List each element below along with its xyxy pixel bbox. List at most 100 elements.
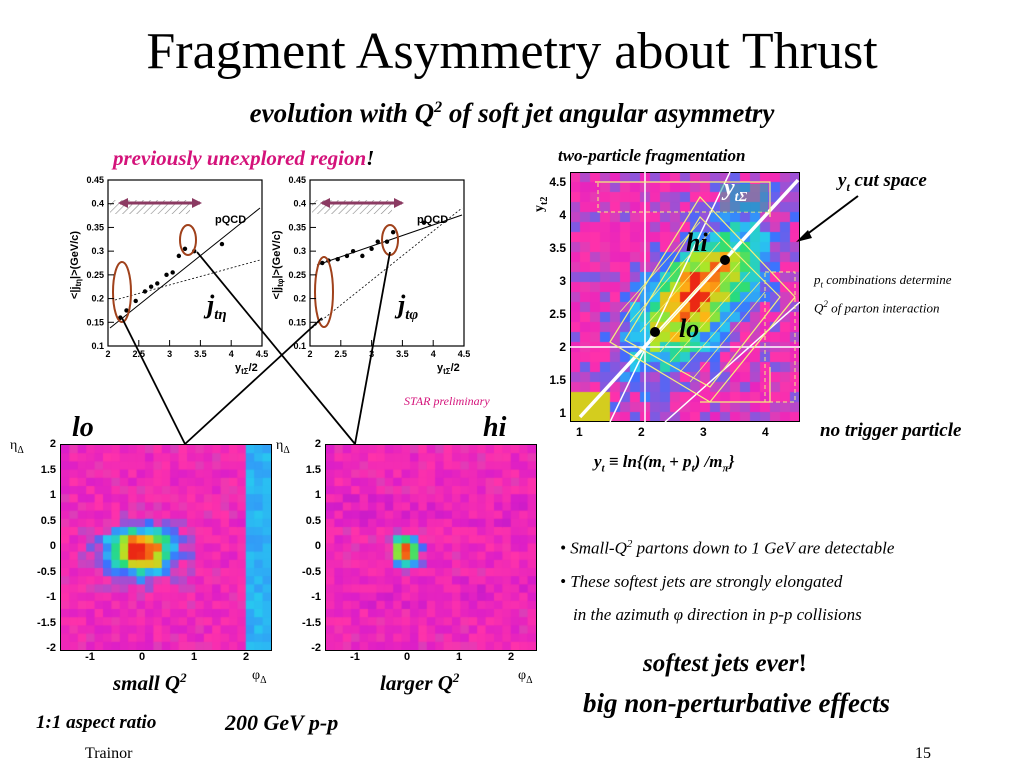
data-point <box>155 281 160 286</box>
y-tick-label: 0.45 <box>86 175 104 185</box>
x-tick-label: 3.5 <box>396 349 409 359</box>
frag-x-tick: 1 <box>576 425 583 439</box>
bullet-item: • These softest jets are strongly elonga… <box>560 571 843 591</box>
y-tick-label: 0.15 <box>288 317 306 327</box>
jt-phi-plot: pQCD 22.533.544.50.10.150.20.250.30.350.… <box>271 175 471 376</box>
y-tick-label: 0.3 <box>293 246 306 256</box>
energy-label: 200 GeV p-p <box>225 710 339 735</box>
larger-q2-label: larger Q2 <box>380 670 460 695</box>
heatmap-y-tick: -1.5 <box>302 616 321 629</box>
jt-phi-points <box>320 220 427 266</box>
heatmap-y-tick: 1 <box>314 489 321 501</box>
heatmap-larger-q2 <box>325 444 537 651</box>
heatmap-x-tick: 0 <box>403 651 411 663</box>
frag-y-tick: 4 <box>559 208 566 222</box>
data-point <box>133 298 138 304</box>
conclusion-line-1: softest jets ever! <box>643 650 807 677</box>
x-tick-label: 2 <box>105 349 110 359</box>
frag-y-tick: 1.5 <box>549 373 566 387</box>
heatmap-x-tick: 1 <box>455 651 463 663</box>
heatmap-x-tick: 1 <box>190 651 198 663</box>
data-point <box>219 241 225 247</box>
data-point <box>421 220 427 225</box>
data-point <box>148 284 154 289</box>
frag-x-tick: 4 <box>762 425 769 439</box>
data-point <box>344 253 350 259</box>
x-tick-label: 2 <box>307 349 312 359</box>
jt-eta-label: jtη <box>207 290 227 324</box>
frag-y-tick: 3 <box>559 274 566 288</box>
bullet-item: • Small-Q2 partons down to 1 GeV are det… <box>560 538 895 558</box>
frag-x-tick: 2 <box>638 425 645 439</box>
jt-eta-plot: pQCD 2 2.5 3 3.5 4 4.5 0.1 0.15 0.2 0.25 0.3 0.35 0.… <box>69 175 269 376</box>
small-q2-label: small Q2 <box>113 670 187 695</box>
y-tick-label: 0.1 <box>91 341 104 351</box>
cut-space-arrow <box>796 195 859 242</box>
y-tick-label: 0.25 <box>288 270 306 280</box>
slide-subtitle: evolution with Q2 of soft jet angular as… <box>249 98 775 128</box>
x-tick-label: 3.5 <box>194 349 207 359</box>
heatmap-x-tick: -1 <box>85 651 95 663</box>
pqcd-label-2: pQCD <box>417 214 448 226</box>
heatmap-small-q2 <box>60 444 272 651</box>
heatmap-y-tick: 1.5 <box>40 463 56 476</box>
frag-lo-label: lo <box>679 314 700 343</box>
data-point <box>182 246 188 251</box>
y-tick-label: 0.4 <box>293 199 306 209</box>
x-tick-label: 4 <box>431 349 436 359</box>
ysigma-label: ytΣ <box>724 175 748 205</box>
aspect-ratio-label: 1:1 aspect ratio <box>36 712 157 733</box>
heatmap-y-tick: 0 <box>49 540 56 552</box>
data-point <box>384 239 390 244</box>
heatmap-y-tick: 0 <box>314 540 321 552</box>
pt-note: pt combinations determine Q2 of parton i… <box>814 272 952 315</box>
frag-y-tick: 4.5 <box>549 175 566 189</box>
heatmap-y-tick: -0.5 <box>302 565 321 578</box>
data-point <box>350 248 356 254</box>
fragmentation-title: two-particle fragmentation <box>558 146 746 165</box>
frag-y-tick: 2.5 <box>549 307 566 321</box>
y-tick-label: 0.35 <box>288 222 306 232</box>
heatmap-x-tick: 0 <box>138 651 146 663</box>
fragmentation-overlay <box>570 172 800 422</box>
data-point <box>176 253 182 259</box>
data-point <box>170 270 175 275</box>
lo-label: lo <box>72 412 94 443</box>
eta-axis-label-2: ηΔ <box>276 438 290 456</box>
bullet-list: • Small-Q2 partons down to 1 GeV are det… <box>560 528 894 631</box>
fragmentation-plot <box>570 172 800 422</box>
heatmap-y-tick: 2 <box>49 438 56 450</box>
x-tick-label: 4 <box>229 349 234 359</box>
heatmap-y-tick: 2 <box>314 438 321 450</box>
y-tick-label: 0.25 <box>86 270 104 280</box>
data-point <box>369 246 374 251</box>
y-tick-label: 0.2 <box>91 294 104 304</box>
author-footer: Trainor <box>85 745 133 762</box>
heatmap-x-tick: 2 <box>242 651 250 663</box>
heatmap-x-tick: 2 <box>507 651 515 663</box>
heatmap-y-tick: 1.5 <box>305 463 321 476</box>
x-tick-label: 4.5 <box>458 349 471 359</box>
y-tick-label: 0.1 <box>293 341 306 351</box>
heatmap-y-tick: 0.5 <box>305 514 321 527</box>
heatmap-y-tick: -0.5 <box>37 565 56 578</box>
eta-axis-label-1: ηΔ <box>10 438 24 456</box>
y-tick-label: 0.45 <box>288 175 306 185</box>
data-point <box>142 289 148 294</box>
x-tick-label: 4.5 <box>256 349 269 359</box>
jt-phi-label: jtφ <box>398 290 419 324</box>
heatmap-y-tick: -1 <box>46 591 56 603</box>
frag-hi-label: hi <box>686 228 708 257</box>
phi-axis-label-2: φΔ <box>518 668 533 686</box>
heatmap-y-tick: 0.5 <box>40 514 56 527</box>
y-tick-label: 0.15 <box>86 317 104 327</box>
frag-y-tick: 2 <box>559 340 566 354</box>
data-point <box>375 239 380 244</box>
heatmap-x-tick: -1 <box>350 651 360 663</box>
y-tick-label: 0.3 <box>91 246 104 256</box>
heatmap-y-tick: -2 <box>46 642 56 654</box>
data-point <box>124 308 129 313</box>
x-tick-label: 2.5 <box>133 349 146 359</box>
star-preliminary: STAR preliminary <box>404 394 490 408</box>
y-tick-label: 0.35 <box>86 222 104 232</box>
